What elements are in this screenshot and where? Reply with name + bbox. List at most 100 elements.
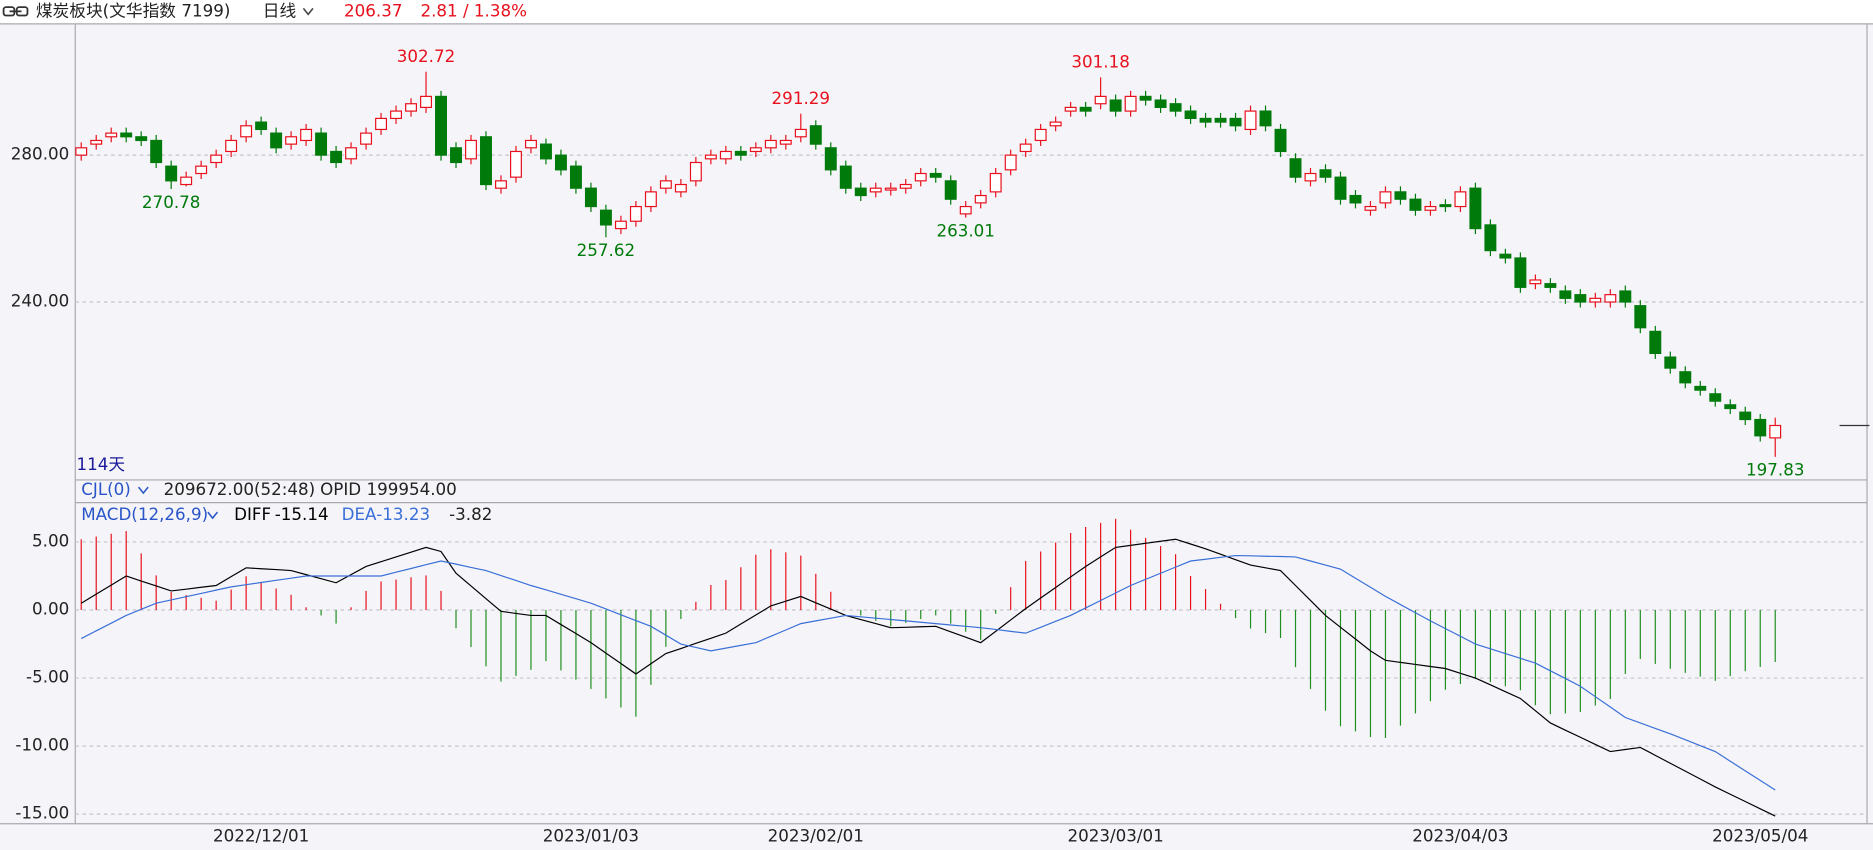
candle-body xyxy=(480,136,492,186)
candle-body xyxy=(1619,290,1632,303)
period-selector[interactable]: 日线 xyxy=(263,0,297,20)
candle-body xyxy=(1514,257,1527,288)
candle-body xyxy=(659,180,672,189)
candle-body xyxy=(1349,194,1362,204)
candle-body xyxy=(1379,191,1392,204)
candle-body xyxy=(435,95,447,156)
period-chevron[interactable] xyxy=(302,7,314,16)
candle-body xyxy=(1094,95,1107,105)
candle-body xyxy=(539,143,552,160)
candle-body xyxy=(599,209,612,226)
candle-body xyxy=(1334,176,1347,200)
candle-body xyxy=(1484,224,1497,252)
candle-body xyxy=(1634,305,1647,329)
y-tick-label: 0.00 xyxy=(32,599,69,619)
candle-body xyxy=(1559,290,1572,299)
high-annotation: 291.29 xyxy=(772,88,830,108)
low-annotation: 270.78 xyxy=(142,192,200,212)
candle-body xyxy=(704,154,717,160)
candle-body xyxy=(1529,279,1542,285)
candle-body xyxy=(1064,106,1077,112)
candle-body xyxy=(1214,117,1227,123)
candle-body xyxy=(1394,191,1407,200)
macd-title[interactable]: MACD(12,26,9) xyxy=(81,504,208,524)
link-icon[interactable] xyxy=(2,6,29,17)
y-tick-label: 5.00 xyxy=(32,530,69,550)
candle-body xyxy=(989,172,1002,193)
candle-body xyxy=(1154,99,1167,109)
candle-body xyxy=(150,139,163,164)
legend-value: -13.23 xyxy=(376,504,430,524)
candle-body xyxy=(1184,110,1197,120)
candle-body xyxy=(240,125,253,138)
indicator-name[interactable]: CJL(0) xyxy=(81,479,131,499)
x-tick-label: 2023/02/01 xyxy=(768,825,864,845)
candle-body xyxy=(869,187,882,193)
candle-body xyxy=(1709,393,1722,402)
candle-body xyxy=(1049,121,1062,127)
candle-body xyxy=(1679,371,1692,384)
candle-body xyxy=(734,150,747,156)
legend-name: DEA xyxy=(342,504,377,524)
candle-body xyxy=(1604,294,1617,303)
candle-body xyxy=(1469,187,1482,230)
candle-body xyxy=(569,165,582,189)
candle-body xyxy=(495,180,507,189)
y-tick-label: 280.00 xyxy=(11,144,69,164)
candle-body xyxy=(405,103,418,112)
candle-body xyxy=(1139,95,1152,101)
high-annotation: 301.18 xyxy=(1071,52,1129,72)
candle-body xyxy=(809,125,822,145)
candle-body xyxy=(1664,356,1677,369)
candle-body xyxy=(794,128,807,138)
candle-body xyxy=(1409,198,1422,211)
candle-body xyxy=(360,132,373,145)
candle-body xyxy=(1109,99,1122,112)
candle-body xyxy=(1754,418,1767,437)
y-tick-label: 240.00 xyxy=(11,291,69,311)
candle-body xyxy=(689,161,702,182)
candle-body xyxy=(1649,330,1662,355)
candle-body xyxy=(330,150,343,164)
candle-body xyxy=(1004,154,1017,171)
candle-body xyxy=(1544,283,1557,288)
candle-body xyxy=(450,147,462,164)
candle-body xyxy=(105,132,118,138)
candle-body xyxy=(959,205,972,215)
candle-body xyxy=(195,165,208,175)
candle-body xyxy=(225,139,238,153)
legend-value: -15.14 xyxy=(275,504,329,524)
candle-body xyxy=(1199,117,1212,123)
candle-body xyxy=(884,187,897,191)
macd-chevron[interactable] xyxy=(207,511,219,520)
low-annotation: 197.83 xyxy=(1746,460,1804,480)
candle-body xyxy=(1124,95,1137,112)
last-price: 206.37 xyxy=(344,0,402,20)
candle-body xyxy=(1574,294,1587,303)
candle-body xyxy=(315,132,328,156)
candle-body xyxy=(1259,110,1272,127)
candle-body xyxy=(719,150,732,160)
candle-body xyxy=(1424,205,1437,211)
candle-body xyxy=(1724,404,1737,410)
candle-body xyxy=(584,187,597,208)
low-annotation: 263.01 xyxy=(936,220,994,240)
candle-body xyxy=(839,165,852,189)
candle-body xyxy=(420,95,432,109)
candle-body xyxy=(375,117,388,131)
candle-body xyxy=(914,172,927,182)
candle-body xyxy=(120,132,133,138)
candle-body xyxy=(614,220,627,230)
candle-body xyxy=(764,139,777,149)
plot-layer: 240.00 280.00 270.78 302.72 257.62 291.29 263.… xyxy=(11,46,1870,845)
indicator-chevron[interactable] xyxy=(137,486,149,495)
candle-body xyxy=(285,136,298,145)
candle-body xyxy=(135,136,148,142)
candle-body xyxy=(554,154,567,171)
price-change: 2.81 / 1.38% xyxy=(420,0,527,20)
candle-body xyxy=(629,205,642,222)
candle-body xyxy=(1274,128,1287,153)
macd-line xyxy=(80,538,1776,817)
candle-body xyxy=(1289,158,1302,178)
